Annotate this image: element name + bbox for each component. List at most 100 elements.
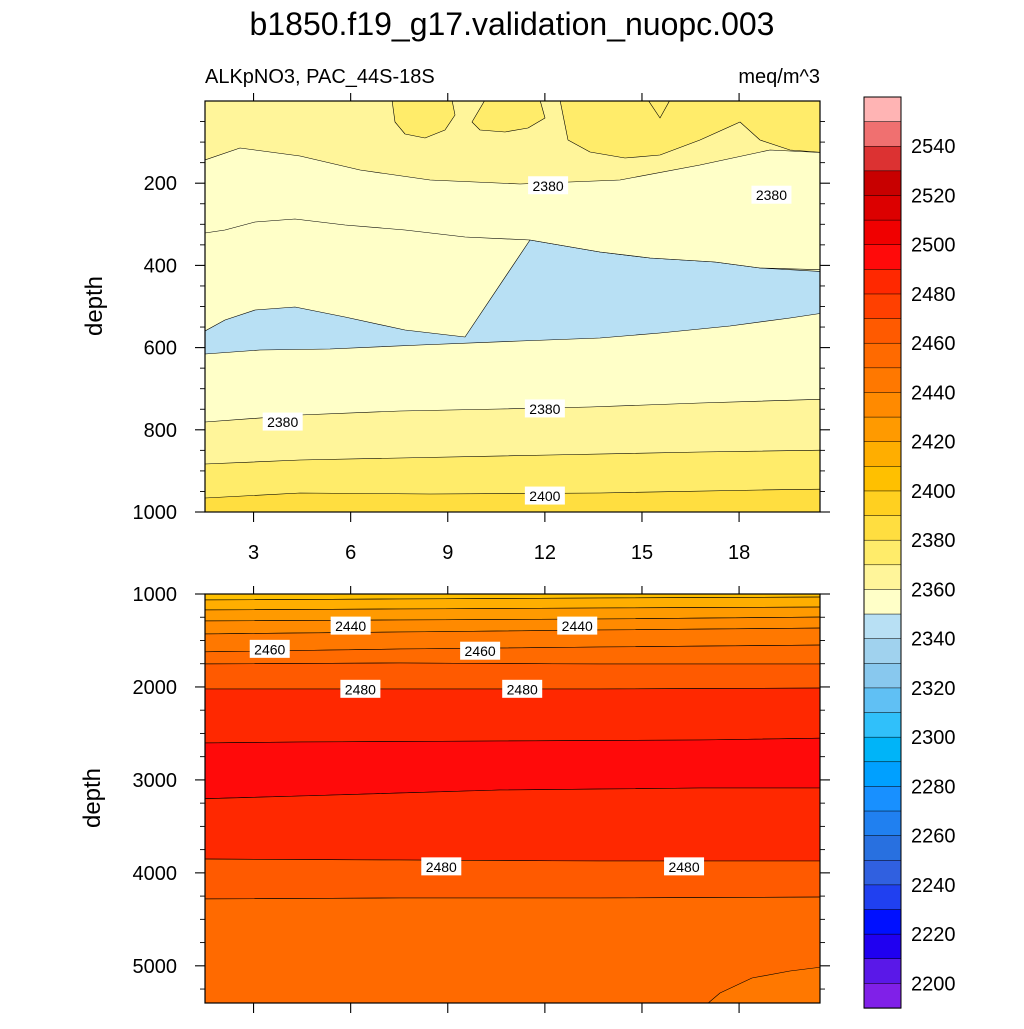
upper-panel: 2380 2380 2380 2380 2400 3 6 9 12 15 18 200 400 600 8… [81,93,830,564]
upper-yellow-patch-small [648,101,670,119]
colorbar-swatch [863,613,902,640]
upper-yellow-patch-left [391,101,456,139]
colorbar-swatch [863,909,902,935]
colorbar-swatch [863,367,902,394]
colorbar-label: 2520 [911,185,956,207]
upper-y-tick-label: 1000 [133,502,178,524]
colorbar-swatch [863,219,902,246]
upper-contour-label-box [524,486,565,505]
colorbar-label: 2380 [911,530,956,552]
colorbar-swatch [863,121,902,147]
lower-y-tick-label: 4000 [133,863,178,885]
colorbar-swatch [863,539,902,566]
lower-contour-fills [205,594,820,1003]
colorbar-swatch [863,96,902,123]
colorbar-frame [863,96,902,1009]
colorbar-swatch [863,663,902,689]
upper-x-tick-label: 15 [631,542,653,564]
upper-contour-labels: 2380 2380 2380 2380 2400 [262,176,792,505]
units-label: meq/m^3 [738,66,820,88]
upper-contour-label-box [751,185,792,204]
upper-y-axis-label: depth [81,276,108,336]
colorbar-swatch [863,342,902,369]
colorbar-swatch [863,170,902,197]
upper-x-tick-label: 9 [442,542,453,564]
colorbar-swatch [863,145,902,172]
colorbar-swatch [863,564,902,591]
upper-x-tick-label: 18 [728,542,750,564]
upper-axis-ticks: 3 6 9 12 15 18 200 400 600 800 1000 [133,93,830,564]
upper-contour-label-text: 2400 [529,488,560,504]
colorbar-swatch [863,983,902,1009]
lower-contour-label-box [664,857,705,876]
colorbar-swatch [863,736,902,763]
upper-contour-label-box [262,412,303,431]
colorbar-label: 2260 [911,826,956,848]
upper-y-tick-label: 200 [144,173,177,195]
lower-contour-label-text: 2440 [335,618,366,634]
upper-contour-label-text: 2380 [529,401,560,417]
lower-y-tick-label: 2000 [133,677,178,699]
colorbar-label: 2280 [911,776,956,798]
colorbar-swatch [863,269,902,295]
upper-contour-label: 2380 [528,176,569,195]
lower-contour-labels: 2440 2440 2460 2460 2480 2480 2480 2480 [249,616,705,876]
colorbar: 2540 2520 2500 2480 2460 2440 2420 2400 2380 2360… [863,96,956,1009]
lower-band-red-2490-lower [205,787,820,862]
upper-contour-label-text: 2380 [267,414,298,430]
lower-contour-label: 2480 [664,857,705,876]
lower-contour-label: 2440 [557,616,598,635]
colorbar-label: 2420 [911,432,956,454]
lower-y-axis-label: depth [79,768,106,828]
lower-contour-label: 2480 [340,679,381,698]
colorbar-swatch [863,884,902,911]
colorbar-label: 2340 [911,629,956,651]
lower-contour-label-text: 2460 [254,641,285,657]
upper-contour-label-box [524,399,565,418]
upper-x-tick-label: 12 [534,542,556,564]
lower-contour-label-box [421,857,462,876]
upper-contour-label: 2380 [262,412,303,431]
upper-contour-label: 2380 [751,185,792,204]
colorbar-swatch [863,515,902,541]
lower-y-tick-label: 3000 [133,770,178,792]
colorbar-swatch [863,712,902,738]
colorbar-swatch [863,860,902,886]
lower-panel: 2440 2440 2460 2460 2480 2480 2480 2480 1000 200… [79,584,830,1013]
colorbar-label: 2300 [911,727,956,749]
colorbar-label: 2540 [911,136,956,158]
lower-y-tick-label: 5000 [133,956,178,978]
upper-contour-label-text: 2380 [756,187,787,203]
upper-contour-label-text: 2380 [533,178,564,194]
upper-yellow-patch-right [559,101,820,159]
lower-contour-label-box [460,641,501,660]
lower-contour-label-text: 2480 [507,681,538,697]
colorbar-swatch [863,244,902,271]
lower-band-orange-2460-corner [707,966,820,1003]
colorbar-swatch [863,638,902,664]
colorbar-swatch [863,318,902,344]
upper-yellow-patch-mid [471,101,546,133]
chart-title: b1850.f19_g17.validation_nuopc.003 [250,6,775,42]
colorbar-swatch [863,466,902,492]
lower-contour-label: 2460 [460,641,501,660]
colorbar-swatch [863,293,902,320]
lower-plot-frame [204,593,821,1004]
lower-contour-label-box [557,616,598,635]
colorbar-swatch [863,958,902,985]
colorbar-swatch [863,786,902,812]
colorbar-label: 2220 [911,924,956,946]
lower-band-orange-red-lower [205,858,820,900]
colorbar-label: 2320 [911,678,956,700]
upper-contour-label-box [528,176,569,195]
colorbar-swatch [863,835,902,861]
lower-band-orange-2470-lower [205,896,820,1003]
lower-axis-ticks: 1000 2000 3000 4000 5000 [133,584,830,1013]
lower-contour-label-text: 2480 [345,681,376,697]
lower-contour-label-box [340,679,381,698]
colorbar-swatch [863,490,902,517]
lower-contour-label: 2460 [249,639,290,658]
colorbar-label: 2460 [911,333,956,355]
colorbar-swatch [863,687,902,714]
